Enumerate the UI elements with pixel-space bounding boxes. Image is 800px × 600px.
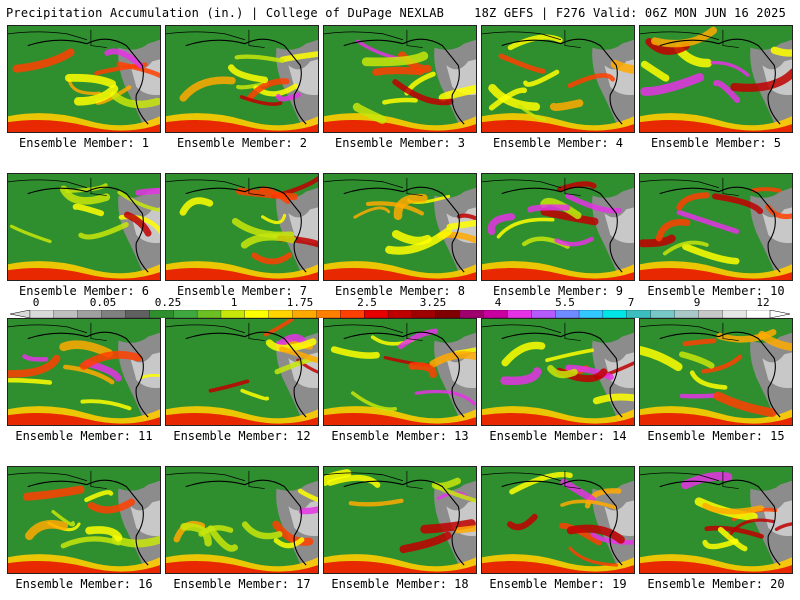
ensemble-member-label: Ensemble Member: 20 xyxy=(647,577,785,591)
colorbar-tick-label: 5.5 xyxy=(555,296,575,309)
colorbar-segment xyxy=(507,310,532,318)
ensemble-member-label: Ensemble Member: 9 xyxy=(492,284,624,298)
ensemble-member-map xyxy=(165,25,319,133)
colorbar-segment xyxy=(125,310,150,318)
colorbar-segment xyxy=(149,310,174,318)
ensemble-member-map xyxy=(481,25,635,133)
colorbar-segment xyxy=(435,310,461,318)
colorbar-segment xyxy=(29,310,55,318)
ensemble-member-label: Ensemble Member: 12 xyxy=(173,429,311,443)
colorbar-segment xyxy=(53,310,79,318)
ensemble-member-map xyxy=(639,25,793,133)
ensemble-member-map xyxy=(639,466,793,574)
colorbar-tick-label: 0 xyxy=(32,296,40,309)
colorbar-tick-label: 4 xyxy=(494,296,502,309)
colorbar-segment xyxy=(173,310,198,318)
colorbar-segment xyxy=(602,310,628,318)
ensemble-member-label: Ensemble Member: 17 xyxy=(173,577,311,591)
colorbar-segment xyxy=(387,310,413,318)
ensemble-member-label: Ensemble Member: 3 xyxy=(334,136,466,150)
ensemble-member-label: Ensemble Member: 16 xyxy=(15,577,153,591)
ensemble-member-map xyxy=(481,466,635,574)
colorbar-tick-label: 7 xyxy=(627,296,635,309)
ensemble-member-map xyxy=(323,25,477,133)
colorbar-segment xyxy=(650,310,675,318)
colorbar-segment xyxy=(578,310,604,318)
colorbar-right-arrow xyxy=(769,310,790,318)
ensemble-member-label: Ensemble Member: 5 xyxy=(650,136,782,150)
colorbar-segment xyxy=(77,310,102,318)
colorbar-segment xyxy=(101,310,126,318)
ensemble-member-map xyxy=(7,25,161,133)
colorbar-segment xyxy=(244,310,270,318)
colorbar-tick-label: 1.75 xyxy=(286,296,314,309)
colorbar-segment xyxy=(268,310,293,318)
colorbar-segment xyxy=(555,310,580,318)
colorbar-segment xyxy=(459,310,484,318)
ensemble-member-label: Ensemble Member: 10 xyxy=(647,284,785,298)
ensemble-member-label: Ensemble Member: 11 xyxy=(15,429,153,443)
ensemble-member-map xyxy=(323,173,477,281)
ensemble-member-label: Ensemble Member: 6 xyxy=(18,284,150,298)
colorbar-segment xyxy=(722,310,747,318)
ensemble-member-label: Ensemble Member: 15 xyxy=(647,429,785,443)
ensemble-member-label: Ensemble Member: 14 xyxy=(489,429,627,443)
ensemble-member-map xyxy=(323,318,477,426)
colorbar-segment xyxy=(745,310,771,318)
colorbar-segment xyxy=(674,310,699,318)
colorbar-segment xyxy=(483,310,508,318)
colorbar-tick-label: 0.05 xyxy=(89,296,117,309)
precip-colorbar xyxy=(10,310,790,318)
colorbar-segment xyxy=(340,310,365,318)
colorbar-tick-label: 9 xyxy=(693,296,701,309)
colorbar-tick-label: 1 xyxy=(230,296,238,309)
ensemble-member-label: Ensemble Member: 19 xyxy=(489,577,627,591)
colorbar-segment xyxy=(531,310,556,318)
ensemble-member-label: Ensemble Member: 13 xyxy=(331,429,469,443)
colorbar-segment xyxy=(698,310,723,318)
ensemble-member-label: Ensemble Member: 8 xyxy=(334,284,466,298)
colorbar-segment xyxy=(196,310,222,318)
ensemble-member-map xyxy=(7,318,161,426)
colorbar-left-arrow xyxy=(10,310,31,318)
colorbar-tick-label: 3.25 xyxy=(419,296,447,309)
colorbar-segment xyxy=(364,310,389,318)
ensemble-member-map xyxy=(7,466,161,574)
colorbar-tick-label: 0.25 xyxy=(154,296,182,309)
ensemble-member-map xyxy=(639,173,793,281)
colorbar-segment xyxy=(220,310,246,318)
colorbar-tick-label: 12 xyxy=(756,296,770,309)
ensemble-member-map xyxy=(7,173,161,281)
ensemble-member-label: Ensemble Member: 4 xyxy=(492,136,624,150)
ensemble-member-label: Ensemble Member: 2 xyxy=(176,136,308,150)
colorbar-segment xyxy=(316,310,341,318)
ensemble-member-label: Ensemble Member: 7 xyxy=(176,284,308,298)
ensemble-member-map xyxy=(165,173,319,281)
run-valid-time: 18Z GEFS | F276 Valid: 06Z MON JUN 16 20… xyxy=(474,6,786,20)
ensemble-member-label: Ensemble Member: 1 xyxy=(18,136,150,150)
ensemble-member-map xyxy=(481,318,635,426)
ensemble-member-label: Ensemble Member: 18 xyxy=(331,577,469,591)
ensemble-member-map xyxy=(323,466,477,574)
ensemble-member-map xyxy=(165,318,319,426)
colorbar-segment xyxy=(626,310,651,318)
map-title: Precipitation Accumulation (in.) | Colle… xyxy=(6,6,445,20)
ensemble-member-map xyxy=(639,318,793,426)
ensemble-member-map xyxy=(165,466,319,574)
colorbar-tick-label: 2.5 xyxy=(357,296,377,309)
ensemble-member-map xyxy=(481,173,635,281)
colorbar-segment xyxy=(292,310,317,318)
colorbar-segment xyxy=(411,310,437,318)
